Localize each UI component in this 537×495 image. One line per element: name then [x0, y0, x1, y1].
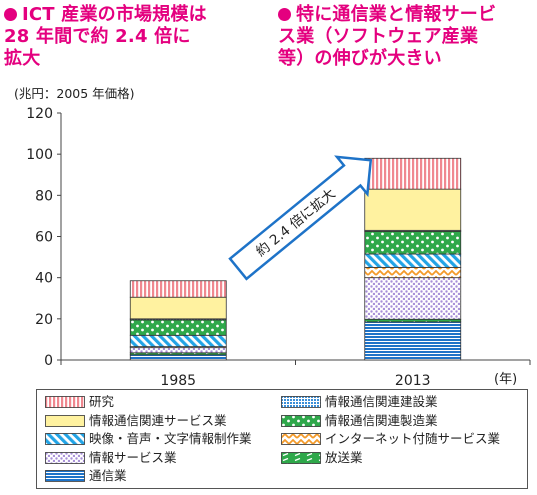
y-unit-label: (兆円：2005 年価格) — [14, 86, 135, 101]
bar-segment — [364, 230, 462, 255]
legend-item: 情報サービス業 — [45, 450, 177, 466]
growth-arrow: 約 2.4 倍に拡大 — [228, 155, 373, 281]
x-unit-label: (年) — [494, 372, 517, 387]
y-tick-label: 120 — [26, 106, 53, 122]
legend-swatch — [281, 414, 321, 427]
headline-left: ICT 産業の市場規模は 28 年間で約 2.4 倍に 拡大 — [4, 4, 254, 70]
legend-item: 情報通信関連建設業 — [281, 394, 438, 410]
bar-segment — [364, 253, 462, 268]
growth-annotation: 約 2.4 倍に拡大 — [253, 186, 339, 260]
bar-segment — [129, 334, 227, 348]
y-tick-label: 80 — [35, 188, 53, 204]
legend-item: 通信業 — [45, 468, 127, 484]
legend-swatch — [281, 433, 321, 445]
bar-segment — [129, 319, 227, 336]
legend-item: インターネット付随サービス業 — [281, 431, 500, 447]
legend-item: 情報通信関連製造業 — [281, 413, 438, 429]
legend-swatch — [281, 451, 321, 464]
bar-segment — [364, 157, 462, 190]
bar-segment — [364, 266, 462, 279]
arrow-shape — [228, 155, 373, 281]
legend-label: 通信業 — [89, 468, 127, 483]
legend-label: 放送業 — [325, 449, 363, 465]
legend-label: 情報通信関連製造業 — [325, 412, 438, 428]
y-tick-label: 60 — [35, 230, 53, 246]
legend-label: 映像・音声・文字情報制作業 — [89, 431, 252, 446]
y-tick-label: 100 — [26, 147, 53, 163]
legend-swatch — [281, 396, 321, 408]
headline-right-text: 特に通信業と情報サービ ス業（ソフトウェア産業 等）の伸びが大きい — [278, 4, 497, 69]
x-tick-label: 1985 — [160, 373, 196, 389]
chart-legend: 研究 情報通信関連建設業情報通信関連サービス業 情報通信関連製造業映像・音声・文字情… — [36, 389, 528, 489]
stacked-bar-chart: 0 20 40 60 80 100 120 (兆円：2005 年価格) (年) 1985 2013 約… — [14, 86, 531, 389]
legend-swatch — [45, 451, 85, 464]
y-tick-label: 40 — [35, 271, 53, 287]
bullet-icon — [278, 8, 291, 21]
legend-swatch — [45, 414, 85, 427]
legend-label: 情報サービス業 — [89, 449, 177, 465]
legend-label: 情報通信関連サービス業 — [89, 412, 227, 428]
legend-item: 情報通信関連サービス業 — [45, 413, 227, 429]
bar-segment — [129, 296, 227, 320]
bar-segment — [364, 188, 462, 231]
y-tick-label: 0 — [44, 353, 53, 369]
legend-swatch — [45, 433, 85, 445]
legend-item: 研究 — [45, 394, 114, 410]
bar-segment — [129, 347, 227, 354]
legend-label: 情報通信関連建設業 — [325, 394, 438, 409]
legend-swatch — [45, 396, 85, 408]
legend-item: 放送業 — [281, 450, 363, 466]
legend-item: 映像・音声・文字情報制作業 — [45, 431, 252, 447]
legend-label: インターネット付随サービス業 — [325, 431, 501, 446]
y-tick-label: 20 — [35, 312, 53, 328]
headline-left-text: ICT 産業の市場規模は 28 年間で約 2.4 倍に 拡大 — [4, 4, 207, 69]
legend-swatch — [45, 470, 85, 482]
headline-right: 特に通信業と情報サービ ス業（ソフトウェア産業 等）の伸びが大きい — [278, 4, 536, 70]
bar-segment — [129, 354, 227, 361]
bar-segment — [129, 280, 227, 298]
bar-segment — [364, 318, 462, 323]
bar-segment — [364, 277, 462, 320]
bullet-icon — [4, 8, 17, 21]
bar-segment — [364, 321, 462, 361]
x-tick-label: 2013 — [395, 373, 431, 389]
legend-label: 研究 — [89, 394, 115, 409]
